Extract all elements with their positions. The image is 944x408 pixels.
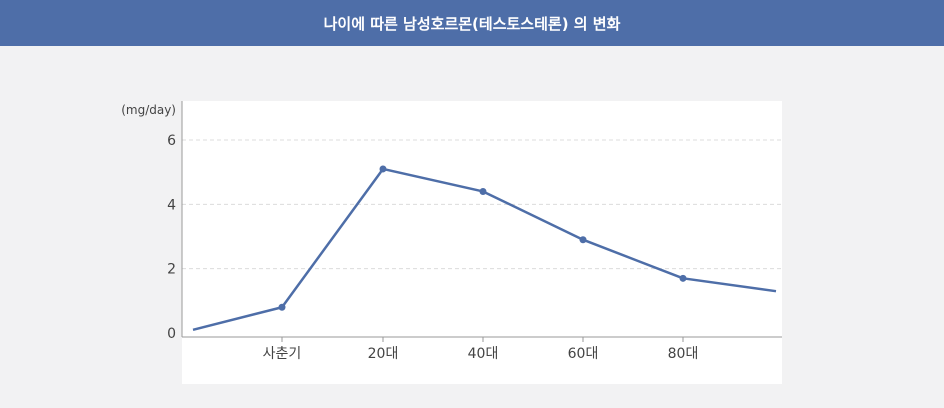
data-point [579,236,587,244]
data-point [379,165,387,173]
data-point [479,187,487,195]
y-tick-label: 6 [167,133,176,149]
chart-header: 나이에 따른 남성호르몬(테스토스테론) 의 변화 [0,0,944,46]
x-tick-label: 80대 [668,346,699,362]
plot-background [182,101,782,384]
x-tick-labels: 사춘기 20대 40대 60대 80대 [263,337,699,362]
x-tick-label: 60대 [568,346,599,362]
line-chart: 0 2 4 6 사춘기 20대 40대 60대 80대 (mg/day) [121,101,782,384]
y-tick-labels: 0 2 4 6 [167,133,176,342]
grid-lines [182,139,782,270]
chart-area: 0 2 4 6 사춘기 20대 40대 60대 80대 (mg/day) [0,46,944,404]
x-tick-label: 20대 [368,346,399,362]
y-tick-label: 4 [167,197,176,213]
x-tick-label: 사춘기 [263,346,302,362]
y-tick-label: 0 [167,326,176,342]
y-axis-unit-label: (mg/day) [121,103,176,117]
data-point [278,303,286,311]
data-point [679,274,687,282]
series-group [192,165,777,331]
chart-title: 나이에 따른 남성호르몬(테스토스테론) 의 변화 [323,14,621,33]
y-tick-label: 2 [167,262,176,278]
x-tick-label: 40대 [468,346,499,362]
